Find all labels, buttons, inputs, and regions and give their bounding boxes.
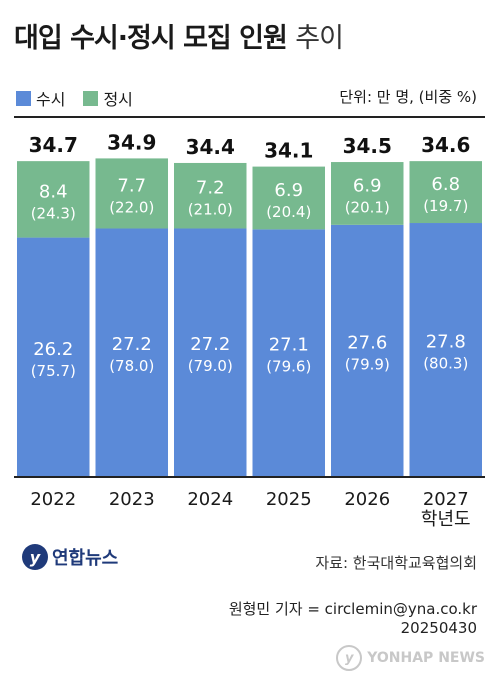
jeongsi-value-2026: 6.9 bbox=[353, 175, 382, 196]
bar-jeongsi-2026 bbox=[331, 162, 404, 225]
legend-label-jeongsi: 정시 bbox=[103, 90, 133, 109]
susi-value-2027: 27.8 bbox=[426, 332, 466, 353]
x-tick-label-2023: 2023 bbox=[109, 489, 155, 510]
bar-jeongsi-2023 bbox=[95, 158, 168, 229]
x-tick-label-2024: 2024 bbox=[187, 489, 233, 510]
bar-susi-2026 bbox=[331, 224, 404, 476]
susi-share-2024: (79.0) bbox=[188, 357, 233, 375]
susi-share-2023: (78.0) bbox=[109, 357, 154, 375]
total-label-2022: 34.7 bbox=[29, 133, 78, 157]
bar-jeongsi-2025 bbox=[252, 166, 325, 230]
reporter-line: 원형민 기자 = circlemin@yna.co.kr bbox=[228, 600, 477, 618]
yonhap-logo: y 연합뉴스 bbox=[22, 544, 118, 570]
susi-share-2027: (80.3) bbox=[423, 355, 468, 373]
susi-value-2026: 27.6 bbox=[347, 332, 387, 353]
total-label-2025: 34.1 bbox=[264, 139, 313, 163]
total-label-2026: 34.5 bbox=[343, 134, 392, 158]
title-suffix: 추이 bbox=[295, 23, 344, 54]
total-label-2023: 34.9 bbox=[107, 130, 156, 154]
x-tick-label-2026: 2026 bbox=[344, 489, 390, 510]
stacked-bar-chart: 34.7 8.4 (24.3) 26.2 (75.7) 2022 34.9 7.7 (22.0)… bbox=[17, 130, 482, 530]
susi-value-2024: 27.2 bbox=[190, 334, 230, 355]
unit-label: 단위: 만 명, (비중 %) bbox=[339, 88, 477, 106]
bar-susi-2023 bbox=[95, 228, 168, 476]
watermark: y YONHAP NEWS bbox=[336, 645, 485, 671]
yonhap-logo-icon: y bbox=[22, 544, 48, 570]
bar-jeongsi-2022 bbox=[17, 161, 90, 238]
jeongsi-value-2023: 7.7 bbox=[117, 175, 146, 196]
legend-item-jeongsi: 정시 bbox=[83, 86, 133, 110]
jeongsi-share-2024: (21.0) bbox=[188, 201, 233, 219]
legend-swatch-susi bbox=[16, 90, 31, 106]
legend-item-susi: 수시 bbox=[16, 86, 65, 110]
total-label-2027: 34.6 bbox=[421, 133, 470, 157]
bar-jeongsi-2027 bbox=[409, 161, 482, 224]
bar-susi-2022 bbox=[17, 237, 90, 476]
x-tick-label-2025: 2025 bbox=[266, 489, 312, 510]
jeongsi-share-2027: (19.7) bbox=[423, 197, 468, 215]
watermark-icon: y bbox=[336, 645, 363, 671]
jeongsi-share-2023: (22.0) bbox=[109, 198, 154, 216]
bar-jeongsi-2024 bbox=[174, 162, 247, 229]
watermark-text: YONHAP NEWS bbox=[367, 650, 485, 666]
total-label-2024: 34.4 bbox=[186, 135, 235, 159]
title-main: 대입 수시·정시 모집 인원 bbox=[14, 23, 288, 54]
susi-value-2025: 27.1 bbox=[269, 335, 309, 356]
logo-text: 연합뉴스 bbox=[52, 548, 119, 569]
jeongsi-value-2024: 7.2 bbox=[196, 178, 225, 199]
chart-title: 대입 수시·정시 모집 인원 추이 bbox=[14, 16, 344, 55]
legend-label-susi: 수시 bbox=[36, 90, 66, 109]
susi-value-2023: 27.2 bbox=[112, 334, 152, 355]
susi-share-2022: (75.7) bbox=[31, 362, 76, 380]
susi-value-2022: 26.2 bbox=[33, 339, 73, 360]
jeongsi-value-2025: 6.9 bbox=[274, 180, 303, 201]
susi-share-2025: (79.6) bbox=[266, 358, 311, 376]
x-tick-label-2027-sub: 학년도 bbox=[421, 509, 471, 530]
susi-share-2026: (79.9) bbox=[345, 355, 390, 373]
x-tick-label-2027: 2027 bbox=[423, 489, 469, 510]
x-tick-label-2022: 2022 bbox=[30, 489, 76, 510]
top-rule bbox=[14, 116, 485, 118]
bar-susi-2027 bbox=[409, 223, 482, 476]
legend: 수시 정시 bbox=[16, 86, 133, 110]
jeongsi-share-2022: (24.3) bbox=[31, 204, 76, 222]
bar-susi-2024 bbox=[174, 228, 247, 476]
jeongsi-value-2022: 8.4 bbox=[39, 181, 68, 202]
jeongsi-share-2025: (20.4) bbox=[266, 203, 311, 221]
date-line: 20250430 bbox=[400, 619, 477, 637]
reporter-credit: 원형민 기자 = circlemin@yna.co.kr 20250430 bbox=[229, 600, 477, 638]
jeongsi-value-2027: 6.8 bbox=[431, 174, 460, 195]
jeongsi-share-2026: (20.1) bbox=[345, 198, 390, 216]
bar-susi-2025 bbox=[252, 229, 325, 476]
baseline-rule bbox=[14, 476, 485, 478]
source-note: 자료: 한국대학교육협의회 bbox=[315, 554, 477, 572]
legend-swatch-jeongsi bbox=[83, 90, 99, 106]
